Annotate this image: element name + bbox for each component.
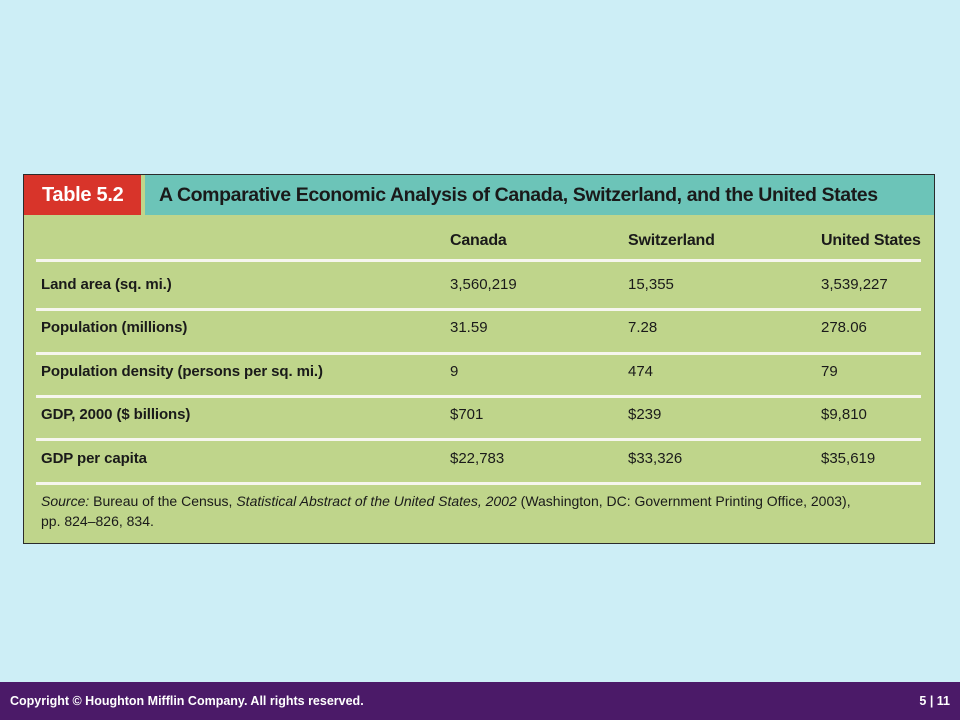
row-label-population: Population (millions) <box>41 319 188 336</box>
table-cell: $22,783 <box>450 450 505 467</box>
source-text-2: (Washington, DC: Government Printing Off… <box>516 493 851 509</box>
source-pages: pp. 824–826, 834. <box>41 513 154 529</box>
copyright-text: Copyright © Houghton Mifflin Company. Al… <box>10 694 364 708</box>
row-label-gdp-2000: GDP, 2000 ($ billions) <box>41 406 191 423</box>
table-cell: 3,539,227 <box>821 276 888 293</box>
table-title-bar <box>24 175 934 215</box>
table-cell: 278.06 <box>821 319 867 336</box>
column-header-switzerland: Switzerland <box>628 232 715 249</box>
column-header-united-states: United States <box>821 232 921 249</box>
table-cell: $35,619 <box>821 450 876 467</box>
source-publication: Statistical Abstract of the United State… <box>236 493 517 509</box>
table-title: A Comparative Economic Analysis of Canad… <box>159 184 878 206</box>
table-cell: 31.59 <box>450 319 488 336</box>
table-cell: 474 <box>628 363 654 380</box>
data-table: Table 5.2 A Comparative Economic Analysi… <box>23 174 935 544</box>
row-divider <box>36 482 921 485</box>
row-divider <box>36 352 921 355</box>
tag-divider <box>141 175 145 215</box>
row-label-population-density: Population density (persons per sq. mi.) <box>41 363 323 380</box>
source-note: Source: Bureau of the Census, Statistica… <box>41 491 901 531</box>
row-divider <box>36 259 921 262</box>
row-divider <box>36 438 921 441</box>
row-divider <box>36 308 921 311</box>
table-cell: 9 <box>450 363 459 380</box>
column-header-canada: Canada <box>450 232 507 249</box>
table-cell: 7.28 <box>628 319 658 336</box>
row-label-gdp-per-capita: GDP per capita <box>41 450 147 467</box>
table-cell: 3,560,219 <box>450 276 517 293</box>
table-cell: 15,355 <box>628 276 674 293</box>
table-cell: $239 <box>628 406 662 423</box>
source-label: Source: <box>41 493 90 509</box>
row-divider <box>36 395 921 398</box>
table-cell: 79 <box>821 363 838 380</box>
table-cell: $9,810 <box>821 406 867 423</box>
table-cell: $33,326 <box>628 450 683 467</box>
row-label-land-area: Land area (sq. mi.) <box>41 276 172 293</box>
slide-number: 5 | 11 <box>919 694 950 708</box>
table-cell: $701 <box>450 406 484 423</box>
table-number-tag: Table 5.2 <box>24 175 141 215</box>
source-text: Bureau of the Census, <box>89 493 237 509</box>
footer-bar: Copyright © Houghton Mifflin Company. Al… <box>0 682 960 720</box>
